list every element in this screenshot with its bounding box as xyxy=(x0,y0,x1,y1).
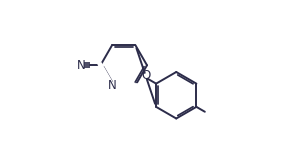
Text: O: O xyxy=(141,69,150,82)
Text: N: N xyxy=(77,59,85,72)
Text: N: N xyxy=(108,79,116,92)
